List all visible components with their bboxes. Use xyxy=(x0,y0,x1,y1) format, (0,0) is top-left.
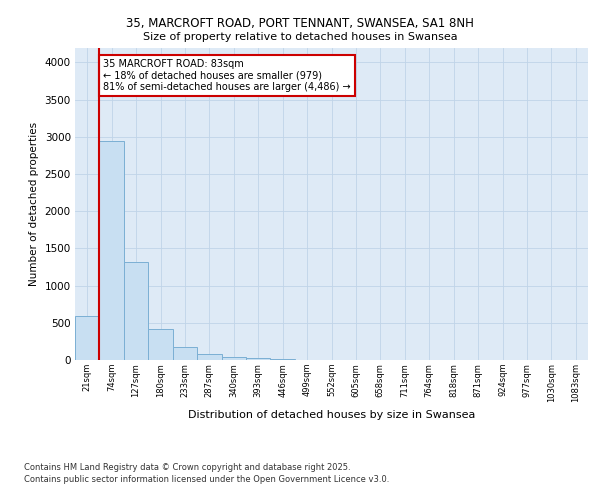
Text: 35 MARCROFT ROAD: 83sqm
← 18% of detached houses are smaller (979)
81% of semi-d: 35 MARCROFT ROAD: 83sqm ← 18% of detache… xyxy=(103,58,351,92)
Bar xyxy=(246,358,271,360)
Text: Contains HM Land Registry data © Crown copyright and database right 2025.: Contains HM Land Registry data © Crown c… xyxy=(24,462,350,471)
Bar xyxy=(173,348,197,360)
Text: 35, MARCROFT ROAD, PORT TENNANT, SWANSEA, SA1 8NH: 35, MARCROFT ROAD, PORT TENNANT, SWANSEA… xyxy=(126,18,474,30)
Bar xyxy=(75,316,100,360)
Y-axis label: Number of detached properties: Number of detached properties xyxy=(29,122,39,286)
Bar xyxy=(197,354,221,360)
Text: Contains public sector information licensed under the Open Government Licence v3: Contains public sector information licen… xyxy=(24,475,389,484)
Bar xyxy=(221,357,246,360)
X-axis label: Distribution of detached houses by size in Swansea: Distribution of detached houses by size … xyxy=(188,410,475,420)
Bar xyxy=(100,140,124,360)
Text: Size of property relative to detached houses in Swansea: Size of property relative to detached ho… xyxy=(143,32,457,42)
Bar xyxy=(124,262,148,360)
Bar xyxy=(148,329,173,360)
